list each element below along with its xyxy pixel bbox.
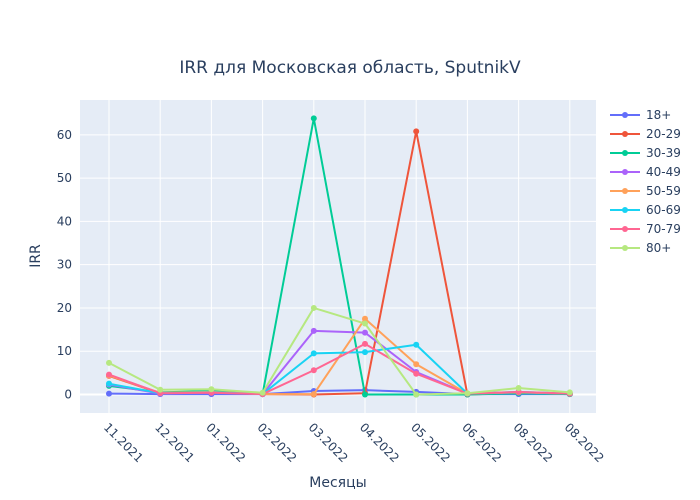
x-tick-label: 03.2022 xyxy=(306,420,351,465)
legend-label: 60-69 xyxy=(646,203,681,217)
legend-marker-icon xyxy=(622,226,628,232)
gridlines xyxy=(80,100,596,413)
legend-item-80+[interactable]: 80+ xyxy=(610,241,671,255)
series-80+ xyxy=(106,304,573,398)
legend-marker-icon xyxy=(622,245,628,251)
data-point xyxy=(106,359,112,366)
legend-item-70-79[interactable]: 70-79 xyxy=(610,222,681,236)
legend-label: 30-39 xyxy=(646,146,681,160)
data-point xyxy=(362,315,368,322)
data-point xyxy=(362,349,368,356)
data-point xyxy=(362,329,368,336)
chart-title: IRR для Московская область, SputnikV xyxy=(179,58,521,78)
legend-label: 40-49 xyxy=(646,165,681,179)
legend-item-50-59[interactable]: 50-59 xyxy=(610,184,681,198)
y-tick-label: 30 xyxy=(57,258,72,272)
data-point xyxy=(413,391,420,398)
data-point xyxy=(413,361,420,368)
legend-item-20-29[interactable]: 20-29 xyxy=(610,127,681,141)
legend-label: 50-59 xyxy=(646,184,681,198)
x-axis-label: Месяцы xyxy=(309,475,366,491)
data-point xyxy=(362,340,368,347)
data-point xyxy=(310,327,317,334)
x-tick-label: 02.2022 xyxy=(254,420,299,465)
y-tick-labels: 0 10 20 30 40 50 60 xyxy=(57,128,72,402)
y-tick-label: 50 xyxy=(57,171,72,185)
y-axis-label: IRR xyxy=(28,244,44,268)
x-tick-label: 06.2022 xyxy=(459,420,504,465)
series-line xyxy=(108,306,570,396)
legend-item-18+[interactable]: 18+ xyxy=(610,108,671,122)
legend-marker-icon xyxy=(622,131,628,137)
data-point xyxy=(106,371,112,378)
y-tick-label: 10 xyxy=(57,344,72,358)
data-point xyxy=(310,350,317,357)
x-tick-label: 08.2022 xyxy=(562,420,607,465)
x-tick-label: 04.2022 xyxy=(357,420,402,465)
data-point xyxy=(106,390,112,397)
legend-marker-icon xyxy=(622,207,628,213)
x-tick-label: 05.2022 xyxy=(408,420,453,465)
series-lines xyxy=(106,115,573,398)
x-tick-label: 08.2022 xyxy=(510,420,555,465)
legend-label: 20-29 xyxy=(646,127,681,141)
legend-label: 70-79 xyxy=(646,222,681,236)
legend-item-60-69[interactable]: 60-69 xyxy=(610,203,681,217)
data-point xyxy=(157,386,164,393)
data-point xyxy=(106,380,112,387)
x-tick-label: 12.2021 xyxy=(152,420,197,465)
y-tick-label: 0 xyxy=(64,388,72,402)
legend-item-40-49[interactable]: 40-49 xyxy=(610,165,681,179)
y-tick-label: 60 xyxy=(57,128,72,142)
legend-item-30-39[interactable]: 30-39 xyxy=(610,146,681,160)
x-tick-label: 01.2022 xyxy=(203,420,248,465)
data-point xyxy=(362,320,368,327)
legend-marker-icon xyxy=(622,188,628,194)
data-point xyxy=(310,304,317,311)
legend-label: 18+ xyxy=(646,108,671,122)
legend[interactable]: 18+ 20-29 30-39 40-49 50-59 60-69 70-79 80+ xyxy=(610,108,681,255)
data-point xyxy=(515,385,522,392)
data-point xyxy=(310,391,317,398)
data-point xyxy=(310,367,317,374)
data-point xyxy=(310,115,317,122)
x-tick-label: 11.2021 xyxy=(101,420,146,465)
data-point xyxy=(413,341,420,348)
data-point xyxy=(464,390,471,397)
data-point xyxy=(413,370,420,377)
data-point xyxy=(362,391,368,398)
legend-marker-icon xyxy=(622,150,628,156)
legend-marker-icon xyxy=(622,112,628,118)
y-tick-label: 40 xyxy=(57,214,72,228)
data-point xyxy=(413,128,420,135)
series-line xyxy=(108,342,570,396)
y-tick-label: 20 xyxy=(57,301,72,315)
data-point xyxy=(259,389,266,396)
x-tick-labels: 11.2021 12.2021 01.2022 02.2022 03.2022 04.20… xyxy=(101,420,607,465)
plot-area xyxy=(80,100,596,413)
data-point xyxy=(566,389,573,396)
data-point xyxy=(208,386,215,393)
legend-marker-icon xyxy=(622,169,628,175)
legend-label: 80+ xyxy=(646,241,671,255)
